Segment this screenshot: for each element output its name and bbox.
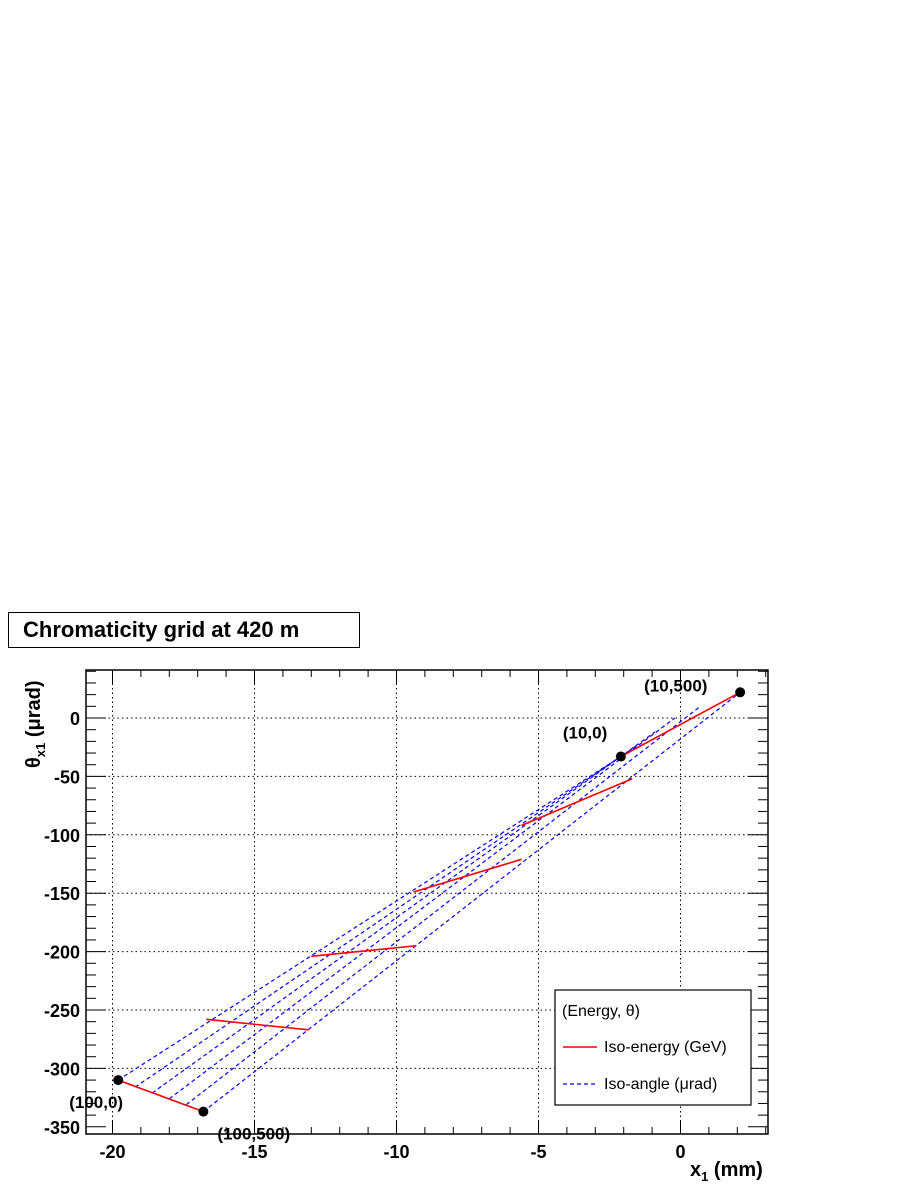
iso-energy-layer (117, 691, 741, 1113)
y-tick-label: 0 (70, 709, 80, 729)
x-tick-label: -5 (530, 1142, 546, 1162)
iso-angle-line (151, 731, 656, 1094)
x-axis-title-sub: 1 (701, 1169, 708, 1184)
grid-point-label: (100,500) (217, 1125, 290, 1144)
y-tick-label: -300 (44, 1059, 80, 1079)
grid-point-marker (735, 687, 746, 698)
y-tick-label: -200 (44, 943, 80, 963)
grid-point-marker (615, 751, 626, 762)
y-tick-label: -250 (44, 1001, 80, 1021)
x-tick-label: 0 (675, 1142, 685, 1162)
plot-frame (85, 669, 769, 1135)
legend: (Energy, θ) Iso-energy (GeV) Iso-angle (… (554, 989, 752, 1106)
grid-point-marker (113, 1075, 124, 1086)
iso-angle-line (185, 705, 701, 1106)
iso-angle-line (117, 756, 622, 1081)
y-axis-title-sub: x1 (33, 743, 48, 757)
iso-energy-line (521, 777, 633, 827)
ticks-layer (86, 670, 768, 1134)
iso-energy-line (311, 944, 417, 958)
legend-iso-angle-label: Iso-angle (μrad) (604, 1076, 717, 1093)
y-tick-label: -350 (44, 1118, 80, 1138)
y-tick-label: -150 (44, 884, 80, 904)
x-axis-title-unit: (mm) (708, 1159, 762, 1181)
x-axis-title-main: x (690, 1159, 701, 1181)
x-tick-label: -15 (241, 1142, 267, 1162)
y-axis-title-unit: (μrad) (23, 680, 45, 742)
iso-energy-line (206, 1018, 309, 1031)
grid-point-label: (100,0) (69, 1093, 123, 1112)
x-tick-label: -10 (383, 1142, 409, 1162)
grid-point-marker (198, 1106, 209, 1117)
iso-angle-line (134, 744, 639, 1088)
iso-energy-line (413, 858, 522, 893)
y-tick-label: -100 (44, 826, 80, 846)
chart-title: Chromaticity grid at 420 m (8, 612, 360, 648)
iso-energy-line (620, 691, 741, 758)
legend-header: (Energy, θ) (562, 1003, 640, 1020)
grid-point-label: (10,500) (644, 676, 707, 695)
x-tick-label: -20 (99, 1142, 125, 1162)
iso-angle-line (203, 691, 741, 1113)
iso-angle-layer (117, 691, 741, 1113)
tick-labels-layer: -20 -15 -10 -5 00-50-100-150-200-250-300-350 (44, 709, 686, 1162)
x-axis-title: x1 (mm) (690, 1159, 763, 1184)
grid-point-label: (10,0) (563, 724, 607, 743)
y-axis-title: θx1 (μrad) (23, 680, 48, 768)
legend-iso-energy-label: Iso-energy (GeV) (604, 1039, 727, 1056)
points-layer: (100,0) (100,500) (10,0) (10,500) (69, 676, 746, 1144)
iso-angle-line (168, 717, 676, 1100)
y-tick-label: -50 (54, 767, 80, 787)
iso-energy-line (117, 1079, 204, 1113)
y-axis-title-main: θ (23, 757, 45, 768)
